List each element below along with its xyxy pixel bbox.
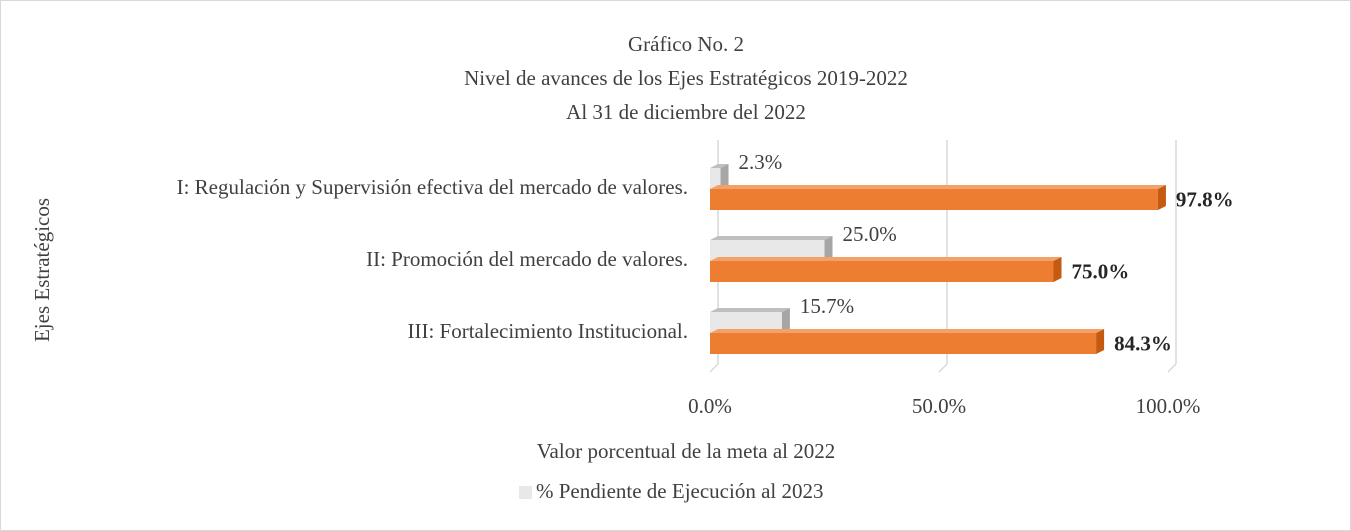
- bar-side: [1053, 257, 1062, 282]
- chart-subtitle: Al 31 de diciembre del 2022: [566, 100, 806, 124]
- data-label: 75.0%: [1072, 259, 1130, 283]
- bar-side: [720, 164, 729, 189]
- x-tick-label: 100.0%: [1136, 394, 1201, 418]
- bar: [710, 333, 1097, 354]
- x-tick-label: 50.0%: [912, 394, 966, 418]
- grid-floor: [938, 363, 948, 373]
- y-axis-title: Ejes Estratégicos: [30, 198, 54, 342]
- data-label: 84.3%: [1114, 331, 1172, 355]
- grid-floor: [1167, 363, 1177, 373]
- chart-title: Gráfico No. 2: [628, 32, 744, 56]
- bar-top: [710, 164, 729, 168]
- bar-top: [710, 329, 1105, 333]
- bar: [710, 240, 825, 261]
- x-axis-title: Valor porcentual de la meta al 2022: [537, 439, 836, 463]
- data-label: 2.3%: [739, 150, 783, 174]
- bar: [710, 261, 1054, 282]
- data-label: 25.0%: [843, 222, 897, 246]
- data-label: 15.7%: [800, 294, 854, 318]
- bar-side: [1157, 185, 1166, 210]
- grid-floor: [709, 363, 719, 373]
- bar-side: [824, 236, 833, 261]
- bar: [710, 168, 721, 189]
- bar-side: [781, 308, 790, 333]
- data-label: 97.8%: [1176, 187, 1234, 211]
- legend-swatch: [519, 486, 532, 499]
- bar-top: [710, 257, 1062, 261]
- chart-subtitle: Nivel de avances de los Ejes Estratégico…: [464, 66, 908, 90]
- bar-top: [710, 185, 1166, 189]
- bar-top: [710, 308, 790, 312]
- bar: [710, 189, 1158, 210]
- legend-label: % Pendiente de Ejecución al 2023: [536, 479, 824, 503]
- bar-side: [1096, 329, 1105, 354]
- x-tick-label: 0.0%: [688, 394, 732, 418]
- y-tick-label: II: Promoción del mercado de valores.: [366, 247, 688, 271]
- y-tick-label: III: Fortalecimiento Institucional.: [407, 319, 688, 343]
- bar: [710, 312, 782, 333]
- bar-top: [710, 236, 833, 240]
- y-tick-label: I: Regulación y Supervisión efectiva del…: [177, 175, 688, 199]
